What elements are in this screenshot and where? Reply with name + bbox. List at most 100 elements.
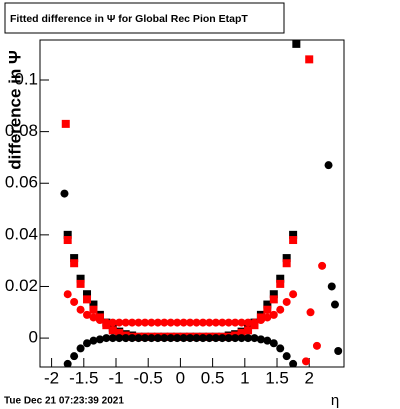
circle-marker	[269, 310, 278, 319]
square-marker	[237, 328, 246, 337]
circle-marker	[244, 318, 253, 327]
square-marker	[305, 55, 314, 64]
square-marker	[244, 326, 253, 335]
circle-marker	[324, 161, 333, 170]
square-marker	[76, 279, 85, 288]
plot-area	[60, 40, 343, 367]
x-tick-label: 1.5	[265, 368, 289, 387]
y-tick-label: 0.1	[14, 69, 38, 88]
circle-marker	[186, 334, 195, 343]
x-tick-label: 1	[240, 368, 249, 387]
circle-marker	[70, 297, 79, 306]
circle-marker	[192, 318, 201, 327]
circle-marker	[224, 334, 233, 343]
circle-marker	[263, 313, 272, 322]
square-marker	[83, 290, 92, 299]
square-marker	[289, 236, 298, 245]
circle-marker	[256, 335, 265, 344]
circle-marker	[128, 334, 137, 343]
circle-marker	[306, 308, 315, 317]
circle-marker	[153, 334, 162, 343]
circle-marker	[128, 318, 137, 327]
x-tick-label: 2	[304, 368, 313, 387]
y-tick-label: 0.04	[5, 224, 38, 243]
square-marker	[292, 40, 301, 48]
circle-marker	[160, 318, 169, 327]
y-axis-label: difference in Ψ	[5, 50, 24, 170]
square-marker	[276, 274, 285, 283]
circle-marker	[192, 334, 201, 343]
circle-marker	[140, 318, 149, 327]
circle-marker	[263, 336, 272, 345]
square-marker	[282, 259, 291, 268]
square-marker	[289, 230, 298, 239]
square-marker	[269, 290, 278, 299]
circle-marker	[134, 318, 143, 327]
x-tick-label: -1	[108, 368, 123, 387]
circle-marker	[205, 334, 214, 343]
circle-marker	[327, 282, 336, 291]
circle-marker	[218, 318, 227, 327]
x-tick-label: -1.5	[69, 368, 98, 387]
y-tick-label: 0.06	[5, 173, 38, 192]
circle-marker	[186, 318, 195, 327]
circle-marker	[244, 334, 253, 343]
square-marker	[70, 259, 79, 268]
circle-marker	[302, 357, 310, 366]
square-marker	[263, 300, 272, 309]
circle-marker	[83, 339, 92, 348]
circle-marker	[115, 334, 124, 343]
circle-marker	[140, 334, 149, 343]
x-tick-label: 0	[176, 368, 185, 387]
circle-marker	[95, 335, 104, 344]
circle-marker	[211, 318, 220, 327]
circle-marker	[60, 189, 69, 198]
square-marker	[108, 326, 117, 335]
square-marker	[76, 274, 85, 283]
square-marker	[63, 236, 72, 245]
circle-marker	[173, 334, 182, 343]
circle-marker	[179, 334, 188, 343]
x-tick-label: 0.5	[201, 368, 225, 387]
circle-marker	[76, 344, 85, 353]
circle-marker	[160, 334, 169, 343]
circle-marker	[198, 334, 207, 343]
circle-marker	[231, 334, 240, 343]
chart-title: Fitted difference in Ψ for Global Rec Pi…	[10, 13, 248, 25]
circle-marker	[76, 305, 85, 314]
circle-marker	[282, 297, 291, 306]
circle-marker	[173, 318, 182, 327]
circle-marker	[198, 318, 207, 327]
circle-marker	[108, 334, 117, 343]
square-marker	[63, 230, 72, 239]
circle-marker	[95, 316, 104, 325]
circle-marker	[63, 290, 72, 299]
circle-marker	[312, 341, 321, 350]
circle-marker	[121, 318, 130, 327]
circle-marker	[179, 318, 188, 327]
circle-marker	[166, 318, 175, 327]
circle-marker	[102, 318, 111, 327]
circle-marker	[205, 318, 214, 327]
circle-marker	[166, 334, 175, 343]
circle-marker	[330, 300, 339, 309]
circle-marker	[218, 334, 227, 343]
circle-marker	[256, 316, 265, 325]
plot-frame	[39, 39, 345, 368]
circle-marker	[211, 334, 220, 343]
circle-marker	[147, 334, 156, 343]
circle-marker	[289, 290, 298, 299]
circle-marker	[63, 359, 72, 367]
square-marker	[83, 295, 92, 304]
circle-marker	[318, 261, 327, 270]
circle-marker	[237, 318, 246, 327]
circle-marker	[289, 359, 298, 367]
circle-marker	[250, 334, 259, 343]
circle-marker	[276, 344, 285, 353]
circle-marker	[276, 305, 285, 314]
circle-marker	[282, 352, 291, 361]
square-marker	[89, 300, 98, 309]
x-axis-label: η	[331, 392, 339, 409]
circle-marker	[153, 318, 162, 327]
